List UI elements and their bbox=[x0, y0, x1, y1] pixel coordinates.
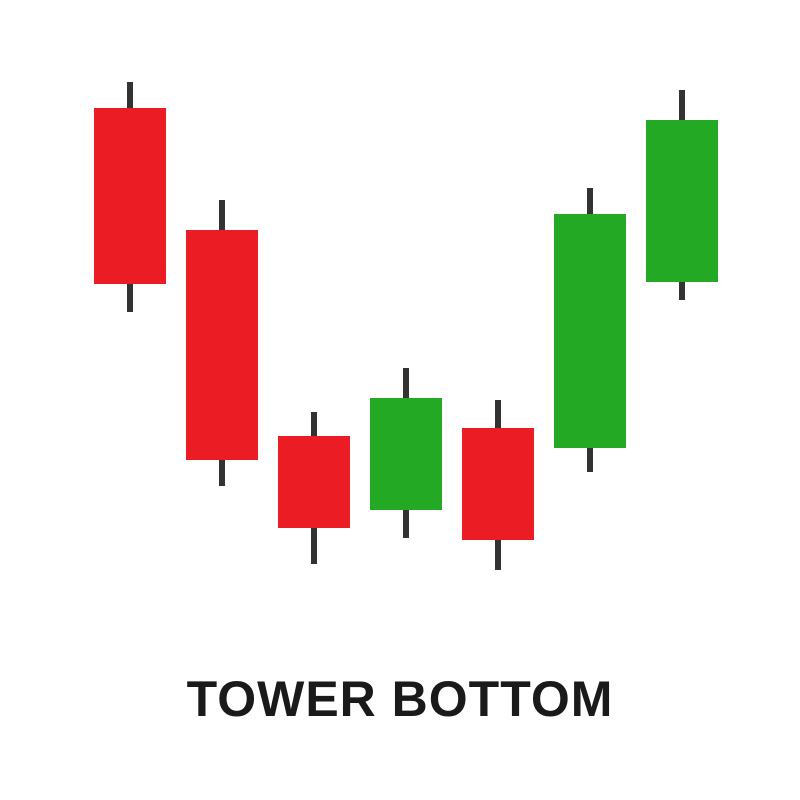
chart-title: TOWER BOTTOM bbox=[0, 670, 800, 728]
candlestick-chart: TOWER BOTTOM bbox=[0, 0, 800, 800]
candle-6-body bbox=[554, 214, 626, 448]
candle-1-body bbox=[94, 108, 166, 284]
candle-5-body bbox=[462, 428, 534, 540]
candle-4-body bbox=[370, 398, 442, 510]
candle-7-body bbox=[646, 120, 718, 282]
candle-3-body bbox=[278, 436, 350, 528]
candle-2-body bbox=[186, 230, 258, 460]
